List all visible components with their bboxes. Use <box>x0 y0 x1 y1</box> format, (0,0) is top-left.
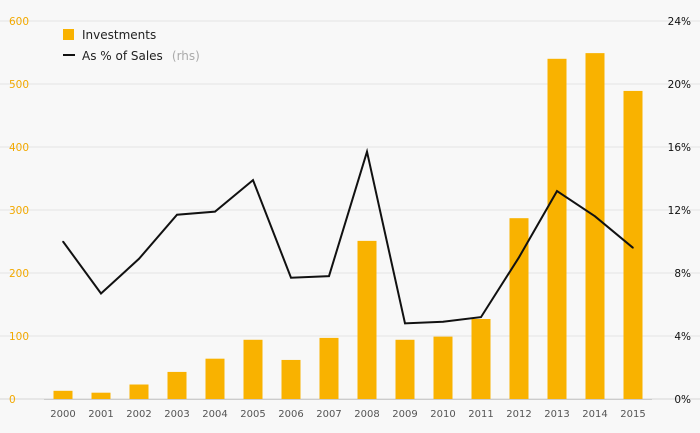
legend-label-pct-sales-main: As % of Sales <box>82 49 163 63</box>
right-tick-label: 12% <box>668 205 691 217</box>
line-point-2003 <box>176 213 178 216</box>
left-axis-ticks: 0 100 200 300 400 500 600 <box>9 16 29 406</box>
bar-2000 <box>53 390 73 399</box>
bar-2008 <box>357 240 377 399</box>
x-tick-label: 2012 <box>506 409 531 420</box>
bar-2001 <box>91 392 111 399</box>
bar-2006 <box>281 359 301 399</box>
legend: Investments As % of Sales (rhs) <box>63 28 200 64</box>
line-point-2006 <box>290 276 292 279</box>
line-point-2002 <box>138 258 140 260</box>
legend-label-pct-sales-suffix: (rhs) <box>172 49 200 63</box>
bar-2010 <box>433 336 453 399</box>
line-series-pct-sales <box>62 147 634 325</box>
left-tick-label: 200 <box>9 268 29 280</box>
x-tick-label: 2007 <box>316 409 341 420</box>
x-tick-label: 2009 <box>392 409 417 420</box>
x-tick-label: 2013 <box>544 409 569 420</box>
x-tick-label: 2014 <box>582 409 607 420</box>
line-point-2010 <box>442 321 444 323</box>
right-tick-label: 20% <box>668 79 691 91</box>
bar-2013 <box>547 58 567 400</box>
line-point-2014 <box>594 215 596 218</box>
bar-2014 <box>585 53 605 399</box>
x-tick-label: 2010 <box>430 409 455 420</box>
x-tick-label: 2006 <box>278 409 303 420</box>
right-axis-ticks: 0% 4% 8% 12% 16% 20% 24% <box>668 16 691 406</box>
line-point-2009 <box>404 322 406 325</box>
line-point-2013 <box>556 190 558 192</box>
line-point-2005 <box>252 179 254 181</box>
legend-marker-investments <box>63 29 74 40</box>
line-point-2015 <box>632 247 634 249</box>
legend-label-investments: Investments <box>82 28 156 42</box>
x-tick-label: 2003 <box>164 409 189 420</box>
bar-2011 <box>471 318 491 399</box>
bar-series-investments <box>53 53 643 400</box>
line-point-2007 <box>328 275 330 277</box>
x-tick-label: 2002 <box>126 409 151 420</box>
x-axis-ticks: 2000 2001 2002 2003 2004 2005 2006 2007 2008 2009… <box>50 409 645 420</box>
left-tick-label: 400 <box>9 142 29 154</box>
line-point-2012 <box>518 256 520 259</box>
bar-2004 <box>205 358 225 399</box>
line-point-2004 <box>214 210 216 213</box>
legend-label-pct-sales: As % of Sales (rhs) <box>82 45 200 64</box>
line-point-2001 <box>100 292 102 295</box>
bar-2002 <box>129 384 149 399</box>
left-tick-label: 0 <box>9 394 16 406</box>
right-tick-label: 4% <box>674 331 691 343</box>
x-tick-label: 2001 <box>88 409 113 420</box>
line-point-2011 <box>480 316 482 318</box>
right-tick-label: 24% <box>668 16 691 28</box>
left-tick-label: 300 <box>9 205 29 217</box>
bar-2003 <box>167 371 187 399</box>
x-tick-label: 2000 <box>50 409 75 420</box>
line-pct-sales <box>62 147 634 325</box>
x-tick-label: 2005 <box>240 409 265 420</box>
left-tick-label: 100 <box>9 331 29 343</box>
bar-2007 <box>319 337 339 399</box>
left-tick-label: 500 <box>9 79 29 91</box>
x-tick-label: 2011 <box>468 409 493 420</box>
x-tick-label: 2004 <box>202 409 227 420</box>
right-tick-label: 0% <box>674 394 691 406</box>
line-point-2000 <box>62 240 64 243</box>
right-tick-label: 16% <box>668 142 691 154</box>
bar-2009 <box>395 339 415 399</box>
x-tick-label: 2008 <box>354 409 379 420</box>
bar-2015 <box>623 90 643 400</box>
bar-2005 <box>243 339 263 399</box>
line-point-2008 <box>366 150 368 153</box>
gridlines <box>0 20 700 400</box>
left-tick-label: 600 <box>9 16 29 28</box>
x-tick-label: 2015 <box>620 409 645 420</box>
right-tick-label: 8% <box>674 268 691 280</box>
